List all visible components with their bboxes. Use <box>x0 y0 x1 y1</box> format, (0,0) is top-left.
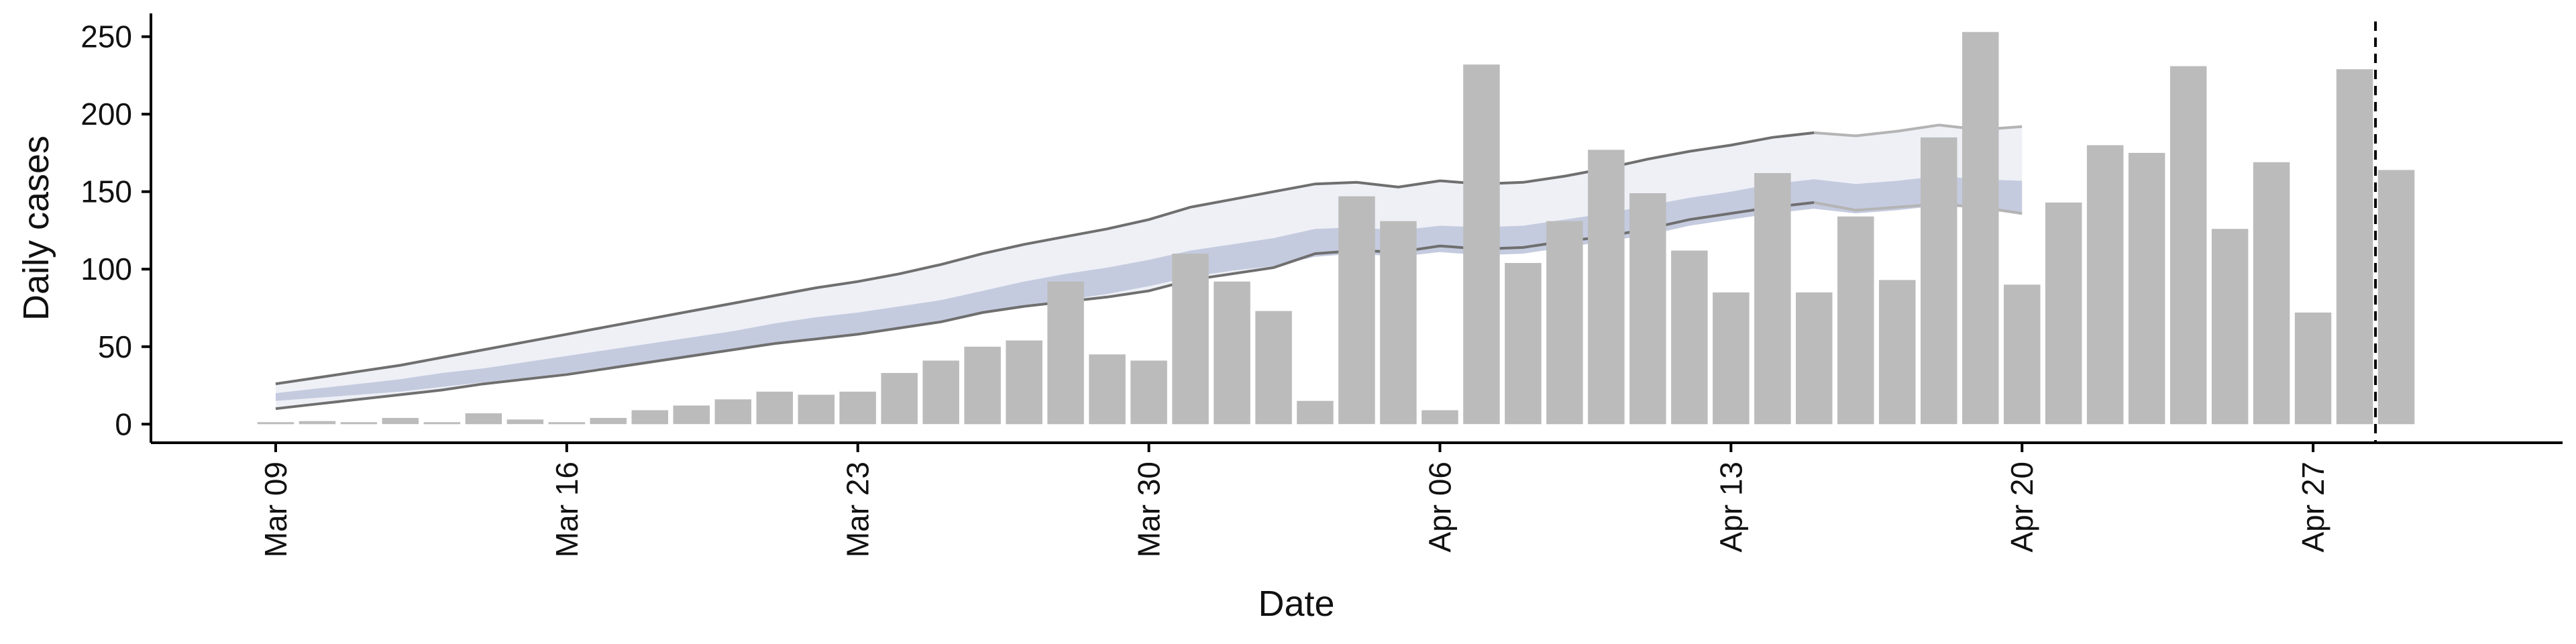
bar <box>548 422 586 425</box>
bar <box>631 410 668 425</box>
y-axis-title: Daily cases <box>16 136 56 321</box>
bar <box>964 346 1001 425</box>
x-tick-label: Mar 16 <box>549 462 584 557</box>
bar <box>1754 173 1791 425</box>
x-tick-label: Apr 13 <box>1713 462 1748 553</box>
bar <box>1255 311 1292 425</box>
bar <box>257 422 294 425</box>
bar <box>1588 150 1625 425</box>
bar <box>1130 360 1167 425</box>
x-axis-title: Date <box>1258 584 1334 624</box>
x-tick-label: Mar 30 <box>1132 462 1167 557</box>
bar <box>423 422 461 425</box>
y-tick-label: 250 <box>80 19 132 54</box>
bar <box>881 373 918 425</box>
bar <box>2169 66 2207 425</box>
bar <box>1921 137 1957 425</box>
bar <box>673 405 710 425</box>
bar <box>2294 312 2332 425</box>
bar <box>299 421 336 425</box>
bar <box>1713 292 1750 425</box>
bar <box>382 418 419 425</box>
bar <box>1214 281 1250 425</box>
y-tick-label: 100 <box>80 252 132 286</box>
y-tick-label: 0 <box>115 407 132 441</box>
bars <box>257 32 2415 425</box>
bar <box>1089 354 1126 425</box>
bar <box>1546 221 1583 425</box>
bar <box>1297 400 1334 425</box>
bar <box>2045 202 2082 425</box>
bar <box>1629 193 1666 425</box>
x-tick-label: Apr 27 <box>2296 462 2330 553</box>
x-tick-label: Mar 23 <box>841 462 875 557</box>
y-tick-label: 50 <box>98 329 132 364</box>
bar <box>1006 340 1042 425</box>
x-tick-label: Apr 20 <box>2004 462 2039 553</box>
bar <box>590 418 627 425</box>
bar <box>839 391 876 425</box>
bar <box>1505 263 1542 425</box>
bar <box>1380 221 1417 425</box>
bar <box>1837 216 1874 425</box>
bar <box>1671 250 1708 425</box>
bar <box>1463 64 1500 425</box>
bar <box>2004 284 2041 425</box>
bar <box>1421 410 1458 425</box>
bar <box>2086 145 2124 425</box>
bar <box>922 360 959 425</box>
bar <box>798 394 835 425</box>
band-upper-edge-dark <box>275 131 1815 386</box>
bar <box>2377 170 2415 425</box>
bar <box>506 419 544 425</box>
bar <box>2211 229 2249 425</box>
y-tick-label: 200 <box>80 97 132 131</box>
bar <box>340 422 378 425</box>
bar <box>1047 281 1084 425</box>
x-tick-label: Apr 06 <box>1423 462 1458 553</box>
bar <box>2128 152 2165 425</box>
bar <box>1172 254 1209 425</box>
y-tick-label: 150 <box>80 174 132 209</box>
bar <box>465 413 502 425</box>
x-ticks: Mar 09 Mar 16 Mar 23 Mar 30 Apr 06 Apr 13 Apr … <box>258 443 2330 557</box>
bar <box>756 391 793 425</box>
bar <box>1962 32 1999 425</box>
axes <box>150 13 2563 444</box>
x-tick-label: Mar 09 <box>258 462 293 557</box>
bar <box>1879 280 1916 425</box>
bar <box>1338 196 1375 425</box>
band-inner-area <box>275 176 2023 401</box>
bar <box>2253 162 2290 425</box>
y-ticks: 0 50 100 150 200 250 <box>80 19 151 441</box>
bar <box>1796 292 1833 425</box>
bar <box>714 399 751 425</box>
bar <box>2336 69 2373 425</box>
